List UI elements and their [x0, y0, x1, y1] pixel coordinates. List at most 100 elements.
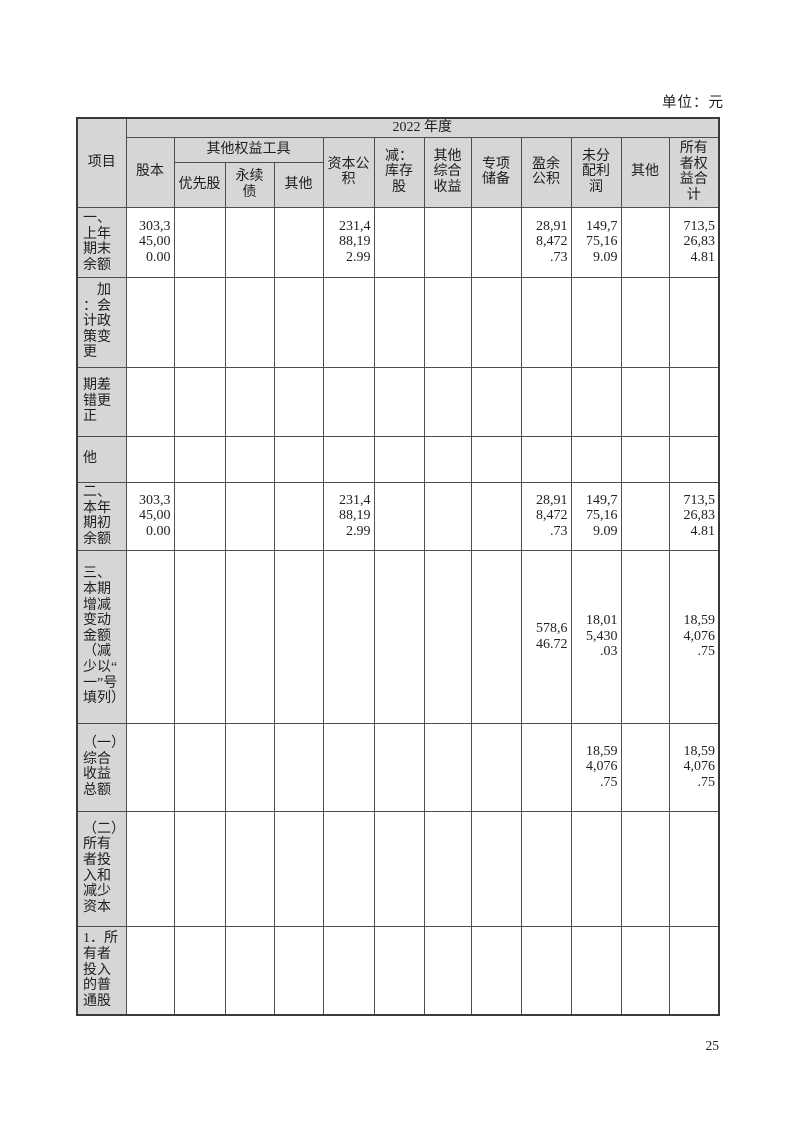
row-label-cell: 一、上年期末余额	[76, 206, 127, 278]
value-cell	[273, 810, 324, 927]
value-cell	[173, 810, 226, 927]
value-cell	[620, 925, 670, 1016]
value-cell	[322, 435, 375, 483]
value-cell	[668, 366, 720, 437]
col-header: 未分配利润	[570, 136, 622, 208]
value-cell	[620, 810, 670, 927]
value-cell	[273, 481, 324, 551]
value-cell	[125, 722, 175, 812]
value-cell	[322, 722, 375, 812]
page-number: 25	[705, 1038, 720, 1053]
value-cell	[125, 435, 175, 483]
value-cell: 18,594,076.75	[668, 722, 720, 812]
value-cell	[373, 276, 425, 368]
value-cell	[173, 206, 226, 278]
value-cell: 303,345,000.00	[125, 481, 175, 551]
value-cell	[373, 435, 425, 483]
value-cell	[570, 366, 622, 437]
col-header: 优先股	[173, 161, 226, 208]
value-cell: 28,918,472.73	[520, 206, 572, 278]
value-cell	[423, 366, 472, 437]
value-cell	[373, 549, 425, 724]
value-cell	[620, 206, 670, 278]
table-row: （一）综合收益总额 18,594,076.75 18,594,076.75	[76, 722, 720, 812]
value-cell	[373, 722, 425, 812]
value-cell	[520, 722, 572, 812]
value-cell	[570, 925, 622, 1016]
table-row: （二）所有者投入和减少资本	[76, 810, 720, 927]
col-header: 资本公积	[322, 136, 375, 208]
value-cell	[423, 549, 472, 724]
value-cell	[520, 810, 572, 927]
value-cell	[470, 722, 522, 812]
table-row: 一、上年期末余额 303,345,000.00 231,488,192.99 28,9…	[76, 206, 720, 278]
value-cell	[224, 722, 275, 812]
value-cell	[470, 925, 522, 1016]
value-cell	[620, 366, 670, 437]
row-label-cell: 1．所有者投入的普通股	[76, 925, 127, 1016]
value-cell	[224, 549, 275, 724]
value-cell	[273, 549, 324, 724]
value-cell	[470, 276, 522, 368]
value-cell	[173, 276, 226, 368]
value-cell	[470, 366, 522, 437]
value-cell	[322, 925, 375, 1016]
value-cell	[322, 366, 375, 437]
value-cell: 28,918,472.73	[520, 481, 572, 551]
value-cell: 578,646.72	[520, 549, 572, 724]
value-cell	[273, 276, 324, 368]
value-cell	[470, 435, 522, 483]
value-cell	[224, 435, 275, 483]
value-cell	[470, 481, 522, 551]
table-row: 二、本年期初余额 303,345,000.00 231,488,192.99 28,9…	[76, 481, 720, 551]
unit-label: 单位：元	[662, 95, 724, 111]
value-cell	[520, 925, 572, 1016]
row-label-cell: 二、本年期初余额	[76, 481, 127, 551]
value-cell	[322, 276, 375, 368]
value-cell	[570, 276, 622, 368]
row-label-cell: （一）综合收益总额	[76, 722, 127, 812]
value-cell	[620, 435, 670, 483]
value-cell	[423, 810, 472, 927]
value-cell	[224, 810, 275, 927]
value-cell	[224, 481, 275, 551]
table-row: 期差错更正	[76, 366, 720, 437]
value-cell	[620, 276, 670, 368]
value-cell	[373, 481, 425, 551]
year-header: 2022 年度	[125, 117, 720, 138]
value-cell	[273, 366, 324, 437]
value-cell: 231,488,192.99	[322, 206, 375, 278]
value-cell	[224, 366, 275, 437]
value-cell	[125, 810, 175, 927]
value-cell	[423, 276, 472, 368]
value-cell	[273, 435, 324, 483]
value-cell	[520, 276, 572, 368]
col-header: 其他综合收益	[423, 136, 472, 208]
value-cell	[373, 366, 425, 437]
col-header: 盈余公积	[520, 136, 572, 208]
value-cell	[125, 925, 175, 1016]
value-cell	[520, 435, 572, 483]
value-cell: 149,775,169.09	[570, 206, 622, 278]
value-cell	[423, 722, 472, 812]
value-cell	[173, 925, 226, 1016]
table-row: 他	[76, 435, 720, 483]
col-header-share-capital: 股本	[125, 136, 175, 208]
col-header: 专项储备	[470, 136, 522, 208]
col-header-item: 项目	[76, 117, 127, 208]
value-cell	[423, 925, 472, 1016]
value-cell	[373, 810, 425, 927]
value-cell	[520, 366, 572, 437]
value-cell: 303,345,000.00	[125, 206, 175, 278]
table-row: 1．所有者投入的普通股	[76, 925, 720, 1016]
value-cell	[173, 435, 226, 483]
col-header: 减：库存股	[373, 136, 425, 208]
value-cell	[173, 722, 226, 812]
value-cell	[125, 276, 175, 368]
row-label-cell: 期差错更正	[76, 366, 127, 437]
col-header: 其他	[273, 161, 324, 208]
value-cell	[373, 206, 425, 278]
value-cell	[423, 206, 472, 278]
value-cell: 18,015,430.03	[570, 549, 622, 724]
value-cell	[570, 435, 622, 483]
